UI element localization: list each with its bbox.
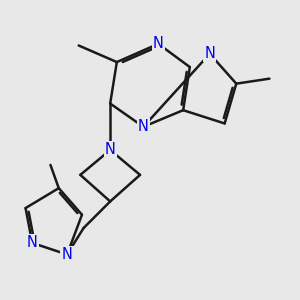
Text: N: N <box>138 119 149 134</box>
Text: N: N <box>105 142 116 158</box>
Text: N: N <box>153 36 164 51</box>
Text: N: N <box>27 236 38 250</box>
Text: N: N <box>61 247 73 262</box>
Text: N: N <box>204 46 215 61</box>
